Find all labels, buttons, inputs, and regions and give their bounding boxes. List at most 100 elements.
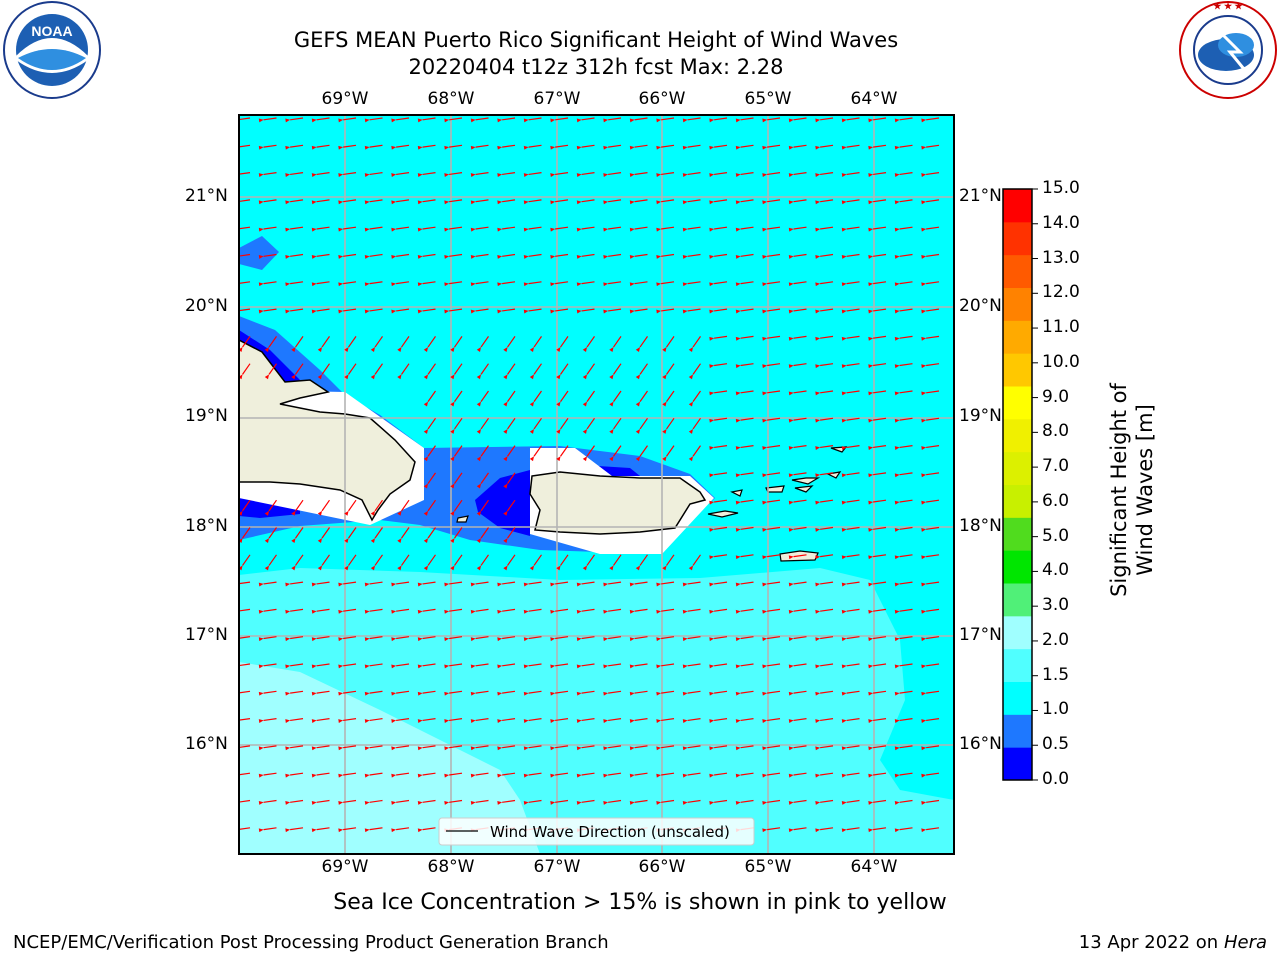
wave-arrow — [533, 417, 542, 430]
wave-arrow-head — [788, 418, 794, 423]
wave-arrow — [343, 281, 357, 285]
wave-arrow-head — [470, 719, 476, 723]
wave-arrow-head — [682, 255, 688, 259]
wave-arrow — [555, 581, 569, 585]
wave-arrow-head — [338, 664, 344, 669]
wave-arrow — [475, 281, 489, 285]
wave-arrow — [608, 663, 622, 667]
wave-arrow — [767, 799, 781, 803]
wave-arrow — [502, 281, 516, 285]
wave-arrow-head — [423, 456, 429, 462]
wave-arrow-head — [656, 801, 662, 805]
wave-arrow-head — [894, 500, 900, 505]
wave-arrow — [767, 308, 781, 312]
lon-label-bottom: 68°W — [427, 857, 475, 877]
wave-arrow-head — [576, 719, 582, 723]
wave-arrow-head — [656, 173, 662, 177]
wave-arrow — [480, 527, 489, 539]
wave-arrow-head — [815, 255, 821, 259]
wave-arrow — [639, 336, 648, 348]
wave-arrow-head — [894, 773, 900, 778]
wave-arrow-head — [470, 664, 476, 669]
wave-arrow-head — [921, 446, 927, 450]
wave-arrow — [926, 472, 940, 476]
wave-arrow — [290, 855, 303, 857]
wave-arrow — [427, 554, 436, 566]
wave-arrow — [926, 718, 940, 722]
wave-arrow — [475, 799, 489, 803]
wave-arrow-head — [662, 428, 667, 434]
wave-arrow-head — [423, 565, 429, 571]
wave-arrow-head — [682, 773, 688, 778]
wave-arrow — [480, 336, 489, 348]
wave-arrow — [634, 117, 648, 121]
colorbar-tick-label: 13.0 — [1042, 247, 1080, 268]
wave-arrow-head — [311, 227, 317, 232]
wave-arrow — [449, 690, 463, 694]
wave-arrow-head — [576, 582, 582, 587]
wave-arrow — [687, 772, 701, 776]
wave-arrow — [634, 718, 648, 722]
wave-arrow — [608, 253, 622, 257]
wave-arrow — [449, 308, 463, 312]
wave-arrow — [899, 172, 913, 176]
wave-arrow — [507, 472, 516, 484]
wave-arrow-head — [735, 336, 741, 341]
wave-arrow — [714, 718, 728, 722]
wave-arrow — [427, 336, 436, 348]
wave-arrow-head — [868, 173, 874, 177]
wave-arrow-head — [709, 773, 715, 778]
wave-arrow — [740, 390, 754, 394]
wave-arrow — [396, 581, 410, 585]
wave-arrow-head — [391, 856, 396, 860]
wave-arrow-head — [470, 227, 476, 232]
lat-label-left: 19°N — [185, 406, 228, 426]
wave-arrow-head — [788, 719, 794, 723]
wave-arrow-head — [391, 309, 397, 314]
wave-arrow — [581, 308, 595, 312]
wave-arrow — [793, 199, 807, 203]
wave-arrow-head — [291, 347, 296, 352]
wave-arrow-head — [894, 691, 900, 696]
wave-arrow — [422, 172, 436, 176]
wave-arrow-head — [311, 200, 317, 205]
colorbar-segment — [1003, 221, 1032, 256]
wave-arrow-head — [762, 528, 768, 532]
wave-arrow — [873, 335, 887, 339]
wave-arrow-head — [338, 746, 344, 751]
wave-arrow-head — [894, 609, 900, 614]
wave-arrow-head — [497, 637, 503, 642]
wave-arrow — [926, 253, 940, 257]
wave-arrow — [661, 799, 675, 803]
wave-arrow-head — [285, 282, 291, 287]
wave-arrow — [793, 581, 807, 585]
wave-arrow — [793, 636, 807, 640]
wave-arrow — [608, 581, 622, 585]
wave-arrow — [555, 308, 569, 312]
wave-arrow-head — [788, 555, 794, 560]
wave-arrow — [396, 253, 410, 257]
wave-arrow-head — [735, 118, 741, 123]
wave-arrow — [502, 117, 516, 121]
colorbar-tick-label: 5.0 — [1042, 525, 1070, 546]
wave-arrow — [692, 554, 701, 566]
wave-arrow-head — [629, 664, 635, 669]
wave-arrow-head — [688, 347, 694, 352]
wave-arrow — [295, 499, 304, 512]
wave-arrow — [528, 608, 542, 612]
wave-arrow — [581, 117, 595, 121]
wave-arrow-head — [497, 582, 503, 587]
wave-arrow — [820, 554, 834, 558]
wave-arrow-head — [476, 428, 482, 434]
wave-arrow — [422, 608, 436, 612]
wave-arrow-head — [370, 565, 376, 571]
wave-arrow-head — [391, 719, 397, 723]
wave-arrow — [449, 172, 463, 176]
wave-arrow-head — [921, 227, 927, 232]
wave-arrow-head — [815, 200, 821, 205]
wave-arrow-head — [629, 282, 635, 287]
wave-arrow — [581, 636, 595, 640]
wave-arrow — [899, 554, 913, 558]
wave-arrow-head — [762, 746, 768, 751]
wave-arrow-head — [709, 691, 715, 696]
